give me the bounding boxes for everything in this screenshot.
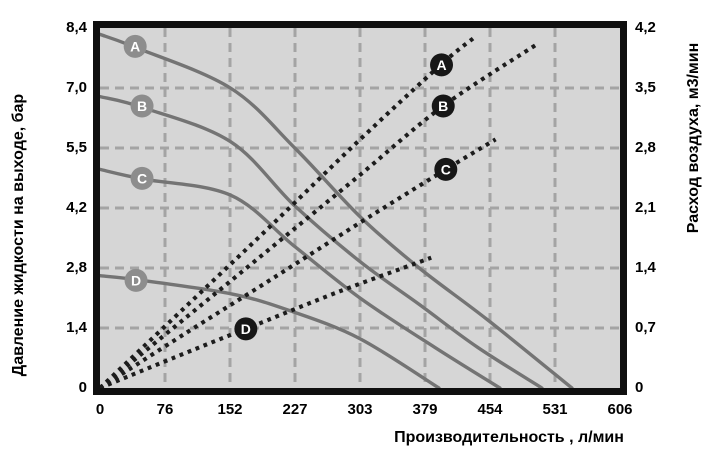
badge-air-A: A [430, 53, 454, 77]
y-right-tick-1,4: 1,4 [635, 259, 656, 276]
badge-letter: D [241, 321, 251, 337]
x-tick-303: 303 [347, 401, 373, 418]
y-right-tick-4,2: 4,2 [635, 19, 656, 36]
badge-letter: D [131, 272, 141, 288]
badge-circle [234, 317, 258, 341]
badge-air-C: C [434, 157, 458, 181]
x-tick-606: 606 [607, 401, 633, 418]
y-left-tick-5,5: 5,5 [66, 139, 87, 156]
y-left-tick-1,4: 1,4 [66, 319, 87, 336]
y-axis-right-title: Расход воздуха, м3/мин [685, 42, 702, 234]
badge-circle [123, 34, 147, 58]
x-axis-title: Производительность , л/мин [394, 429, 624, 446]
badge-letter: B [438, 98, 448, 114]
x-tick-0: 0 [95, 401, 105, 418]
plot-border [93, 21, 627, 395]
badge-pressure-B: B [130, 94, 154, 118]
x-tick-227: 227 [282, 401, 308, 418]
x-tick-379: 379 [412, 401, 438, 418]
y-right-tick-0,7: 0,7 [635, 319, 656, 336]
y-right-tick-2,8: 2,8 [635, 139, 656, 156]
x-tick-76: 76 [156, 401, 174, 418]
y-left-tick-4,2: 4,2 [66, 199, 87, 216]
y-left-tick-8,4: 8,4 [66, 19, 87, 36]
badge-circle [430, 53, 454, 77]
badge-pressure-A: A [123, 34, 147, 58]
badge-air-D: D [234, 317, 258, 341]
x-tick-152: 152 [217, 401, 243, 418]
badge-letter: C [441, 161, 451, 177]
badge-letter: C [137, 170, 147, 186]
badge-circle [124, 268, 148, 292]
y-right-tick-3,5: 3,5 [635, 79, 656, 96]
badge-air-B: B [431, 94, 455, 118]
badge-circle [130, 166, 154, 190]
badge-pressure-C: C [130, 166, 154, 190]
badge-circle [130, 94, 154, 118]
y-left-tick-7,0: 7,0 [66, 79, 87, 96]
y-right-tick-2,1: 2,1 [635, 199, 656, 216]
y-left-tick-0: 0 [78, 379, 87, 396]
badge-circle [434, 157, 458, 181]
badge-letter: A [436, 57, 446, 73]
y-axis-left-title: Давление жидкости на выходе, бар [10, 93, 27, 377]
badge-letter: A [130, 38, 140, 54]
y-right-tick-0: 0 [635, 379, 644, 396]
badge-circle [431, 94, 455, 118]
x-tick-531: 531 [542, 401, 568, 418]
y-left-tick-2,8: 2,8 [66, 259, 87, 276]
badge-pressure-D: D [124, 268, 148, 292]
curve-air-B [98, 42, 538, 390]
x-tick-454: 454 [477, 401, 503, 418]
curve-pressure-B [98, 94, 544, 390]
curve-pressure-A [98, 32, 574, 390]
badge-letter: B [137, 98, 147, 114]
